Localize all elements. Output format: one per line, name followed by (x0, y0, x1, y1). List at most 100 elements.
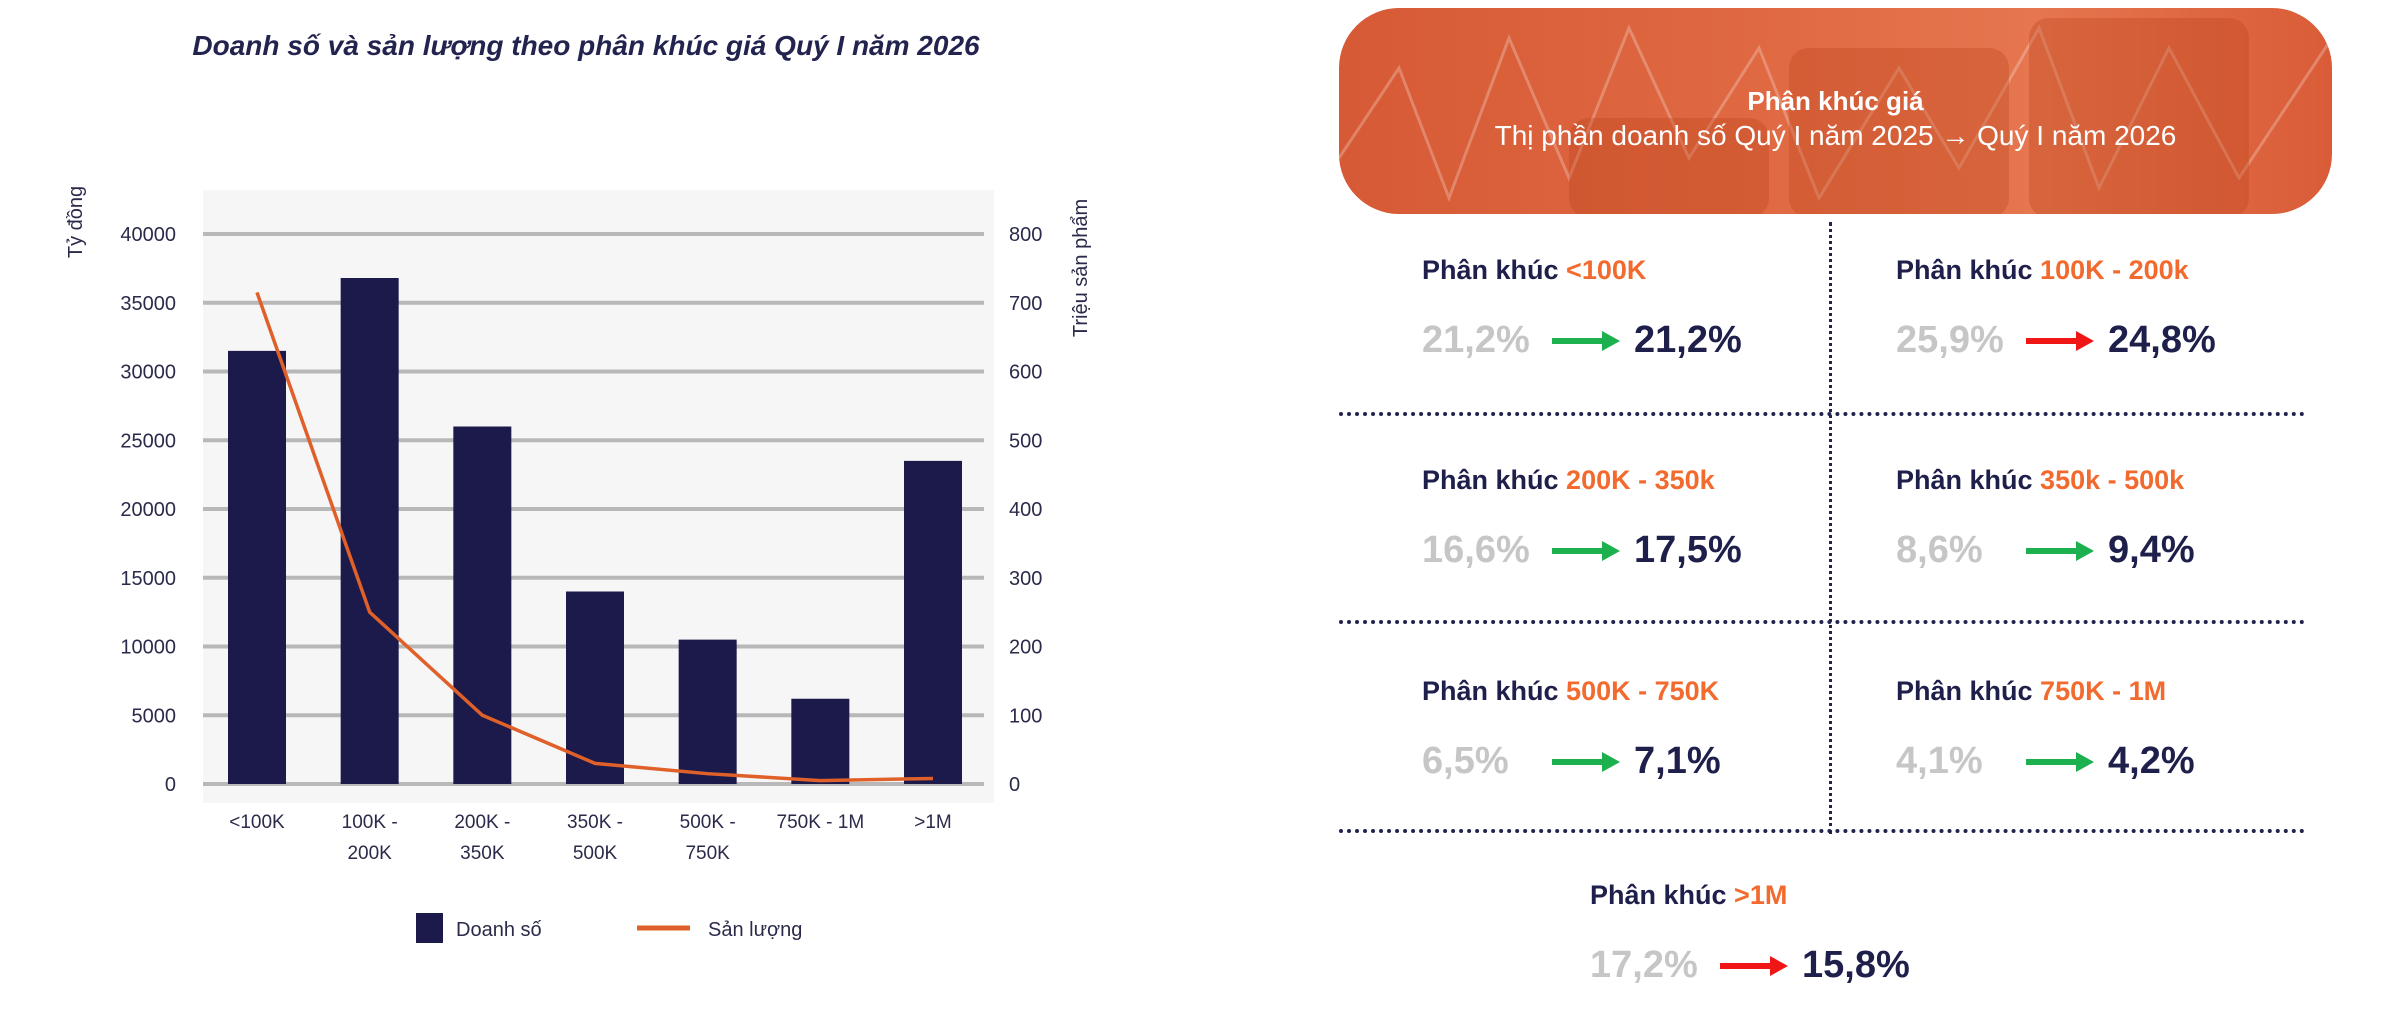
red-arrow-right-icon (2026, 330, 2094, 351)
y-tick-label-right: 200 (1009, 637, 1042, 659)
y-tick-label-left: 20000 (120, 499, 176, 521)
bar-doanh-so (904, 460, 962, 784)
vertical-divider (1829, 222, 1832, 834)
x-tick-label: 500K (573, 843, 618, 864)
segment-heading: Phân khúc 200K - 350k (1422, 465, 1715, 496)
banner-background-pattern (1339, 18, 2332, 214)
x-tick-label: 350K (460, 843, 505, 864)
segment-prefix: Phân khúc (1422, 465, 1559, 495)
share-2025: 17,2% (1590, 944, 1698, 986)
segment-cell: Phân khúc >1M 17,2% 15,8% (1590, 880, 1910, 986)
x-tick-label: 750K (685, 843, 730, 864)
share-2025: 6,5% (1422, 740, 1509, 782)
share-2026: 17,5% (1634, 529, 1742, 571)
horizontal-divider (1339, 412, 2305, 416)
segment-share-change: 16,6% 17,5% (1422, 529, 1742, 572)
y-tick-label-left: 25000 (120, 430, 176, 452)
y-tick-label-right: 700 (1009, 293, 1042, 315)
y-tick-label-right: 400 (1009, 499, 1042, 521)
share-2025: 21,2% (1422, 319, 1530, 361)
segment-cell: Phân khúc 200K - 350k 16,6% 17,5% (1422, 465, 1742, 571)
x-tick-label: 750K - 1M (777, 812, 865, 833)
share-2026: 15,8% (1802, 944, 1910, 986)
y-tick-label-left: 0 (165, 774, 176, 796)
y-tick-label-right: 800 (1009, 224, 1042, 246)
y-axis-title-left: Tỷ đồng (65, 186, 87, 258)
combo-chart: 0500010000150002000025000300003500040000… (65, 186, 1092, 943)
horizontal-divider (1339, 829, 2305, 833)
segment-heading: Phân khúc 750K - 1M (1896, 676, 2166, 707)
x-tick-label: 100K - (342, 812, 398, 833)
segment-heading: Phân khúc 500K - 750K (1422, 676, 1719, 707)
share-2026: 4,2% (2108, 740, 2195, 782)
segment-heading: Phân khúc 100K - 200k (1896, 255, 2189, 286)
segment-name: 500K - 750K (1566, 676, 1720, 706)
x-tick-label: 500K - (680, 812, 736, 833)
segment-cell: Phân khúc 750K - 1M 4,1% 4,2% (1896, 676, 2195, 782)
y-tick-label-left: 30000 (120, 362, 176, 384)
y-tick-label-right: 600 (1009, 362, 1042, 384)
share-2026: 24,8% (2108, 319, 2216, 361)
segment-share-change: 25,9% 24,8% (1896, 319, 2216, 362)
panel-banner: Phân khúc giá Thị phần doanh số Quý I nă… (1339, 8, 2332, 214)
green-arrow-right-icon (2026, 751, 2094, 772)
green-arrow-right-icon (1552, 751, 1620, 772)
segment-name: 750K - 1M (2040, 676, 2167, 706)
y-tick-label-right: 500 (1009, 430, 1042, 452)
segment-cell: Phân khúc 500K - 750K 6,5% 7,1% (1422, 676, 1721, 782)
y-tick-label-left: 15000 (120, 568, 176, 590)
x-tick-label: 200K - (454, 812, 510, 833)
x-tick-label: 200K (347, 843, 392, 864)
segment-share-change: 21,2% 21,2% (1422, 319, 1742, 362)
bar-doanh-so (678, 639, 737, 784)
legend-label-doanh-so: Doanh số (456, 919, 542, 941)
segment-prefix: Phân khúc (1896, 465, 2033, 495)
y-tick-label-left: 5000 (132, 705, 177, 727)
segment-share-change: 4,1% 4,2% (1896, 740, 2195, 783)
x-tick-label: 350K - (567, 812, 623, 833)
panel-title: Phân khúc giá (1747, 86, 1924, 116)
share-2025: 25,9% (1896, 319, 2004, 361)
segment-prefix: Phân khúc (1590, 880, 1727, 910)
share-2026: 7,1% (1634, 740, 1721, 782)
segment-prefix: Phân khúc (1896, 255, 2033, 285)
segment-name: 200K - 350k (1566, 465, 1715, 495)
line-san-luong (255, 291, 934, 783)
red-arrow-right-icon (1720, 955, 1788, 976)
segment-share-change: 6,5% 7,1% (1422, 740, 1721, 783)
segment-cell: Phân khúc <100K 21,2% 21,2% (1422, 255, 1742, 361)
segment-prefix: Phân khúc (1422, 676, 1559, 706)
y-tick-label-right: 0 (1009, 774, 1020, 796)
x-tick-label: <100K (229, 812, 285, 833)
segment-name: 350k - 500k (2040, 465, 2185, 495)
bar-doanh-so (791, 698, 850, 784)
chart-title: Doanh số và sản lượng theo phân khúc giá… (192, 30, 980, 61)
x-tick-label: >1M (914, 812, 952, 833)
y-tick-label-left: 35000 (120, 293, 176, 315)
legend-swatch-doanh-so (416, 913, 443, 943)
share-2026: 21,2% (1634, 319, 1742, 361)
share-2025: 4,1% (1896, 740, 1983, 782)
horizontal-divider (1339, 620, 2305, 624)
share-2025: 16,6% (1422, 529, 1530, 571)
green-arrow-right-icon (1552, 540, 1620, 561)
y-tick-label-right: 300 (1009, 568, 1042, 590)
segment-heading: Phân khúc >1M (1590, 880, 1787, 911)
y-tick-label-left: 10000 (120, 637, 176, 659)
segment-name: >1M (1734, 880, 1788, 910)
segment-heading: Phân khúc <100K (1422, 255, 1646, 286)
segment-heading: Phân khúc 350k - 500k (1896, 465, 2184, 496)
segment-prefix: Phân khúc (1896, 676, 2033, 706)
green-arrow-right-icon (2026, 540, 2094, 561)
segment-name: 100K - 200k (2040, 255, 2189, 285)
segment-cell: Phân khúc 100K - 200k 25,9% 24,8% (1896, 255, 2216, 361)
segment-name: <100K (1566, 255, 1647, 285)
segment-share-change: 8,6% 9,4% (1896, 529, 2195, 572)
green-arrow-right-icon (1552, 330, 1620, 351)
bar-doanh-so (566, 591, 624, 784)
segment-prefix: Phân khúc (1422, 255, 1559, 285)
bar-doanh-so (228, 350, 286, 784)
y-tick-label-right: 100 (1009, 705, 1042, 727)
bar-doanh-so (340, 278, 399, 784)
legend-label-san-luong: Sản lượng (708, 919, 802, 941)
